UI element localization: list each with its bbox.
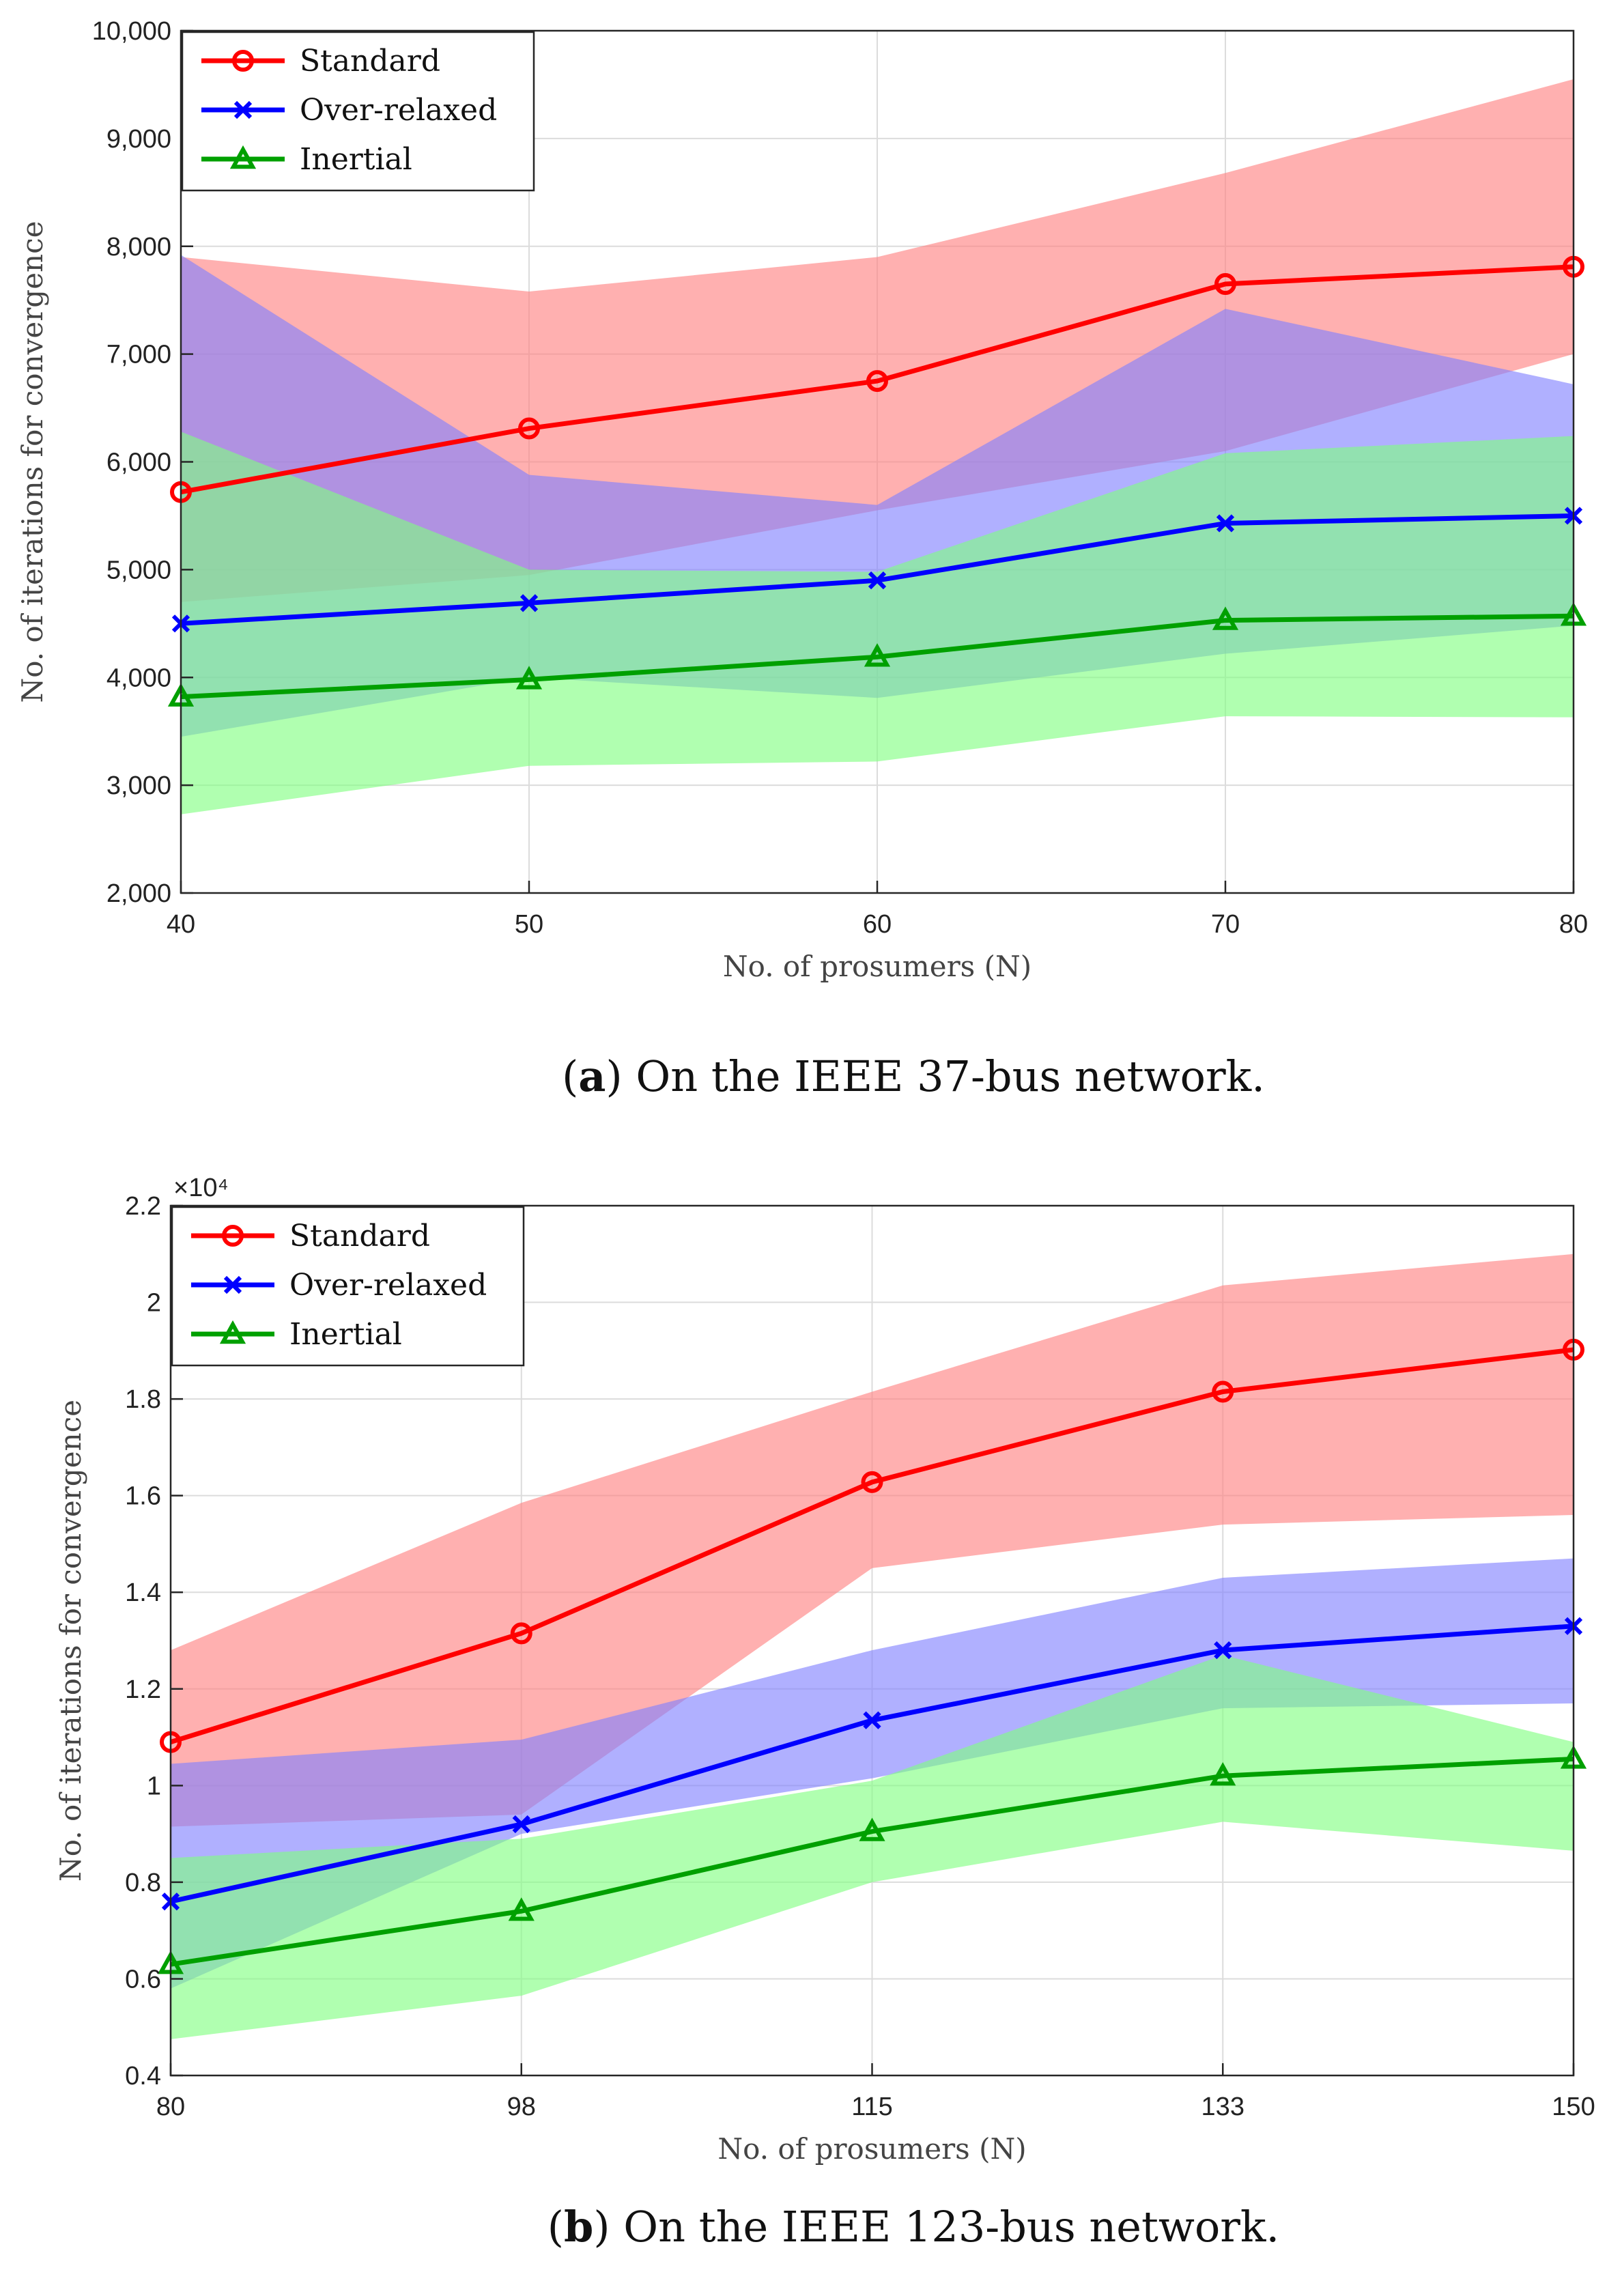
y-tick-label: 1.2 <box>125 1675 161 1704</box>
y-tick-label: 4,000 <box>106 664 171 692</box>
data-point-over-relaxed <box>863 1711 881 1729</box>
data-point-standard <box>861 1471 883 1493</box>
y-tick-label: 3,000 <box>106 771 171 800</box>
series-line-inertial <box>180 613 1574 700</box>
data-point-standard <box>510 1622 532 1645</box>
legend-marker-over-relaxed <box>233 100 253 119</box>
x-axis-label: No. of prosumers (N) <box>717 2132 1026 2166</box>
chart-b: 80 98 115 133 150 0.4 0.6 0.8 1 1.2 1.4 1.6 1.8 2 2.2 ×… <box>54 1174 1595 2166</box>
x-tick-label: 98 <box>507 2093 536 2121</box>
data-point-inertial <box>859 1817 885 1841</box>
caption-b-text: On the IEEE 123-bus network. <box>623 2202 1280 2252</box>
data-point-over-relaxed <box>1216 514 1235 533</box>
legend-label-over-relaxed: Over-relaxed <box>289 1268 487 1303</box>
data-point-inertial <box>1212 606 1239 630</box>
legend-marker-standard <box>232 50 254 72</box>
y-tick-label: 2 <box>147 1289 161 1318</box>
y-tick-label: 7,000 <box>106 341 171 369</box>
legend-marker-standard <box>222 1225 244 1247</box>
legend-label-inertial: Inertial <box>300 142 412 177</box>
y-tick-label: 2,000 <box>106 879 171 908</box>
y-tick-label: 2.2 <box>125 1192 161 1221</box>
data-point-standard <box>1212 1380 1234 1403</box>
data-point-inertial <box>864 643 891 667</box>
series-line-inertial <box>170 1756 1574 1967</box>
data-point-standard <box>866 370 888 393</box>
caption-a: (a) On the IEEE 37-bus network. <box>562 1051 1265 1101</box>
y-tick-label: 1.6 <box>125 1482 161 1511</box>
data-point-standard <box>518 417 540 440</box>
y-axis-label: No. of iterations for convergence <box>54 1400 87 1882</box>
x-tick-label: 70 <box>1211 910 1240 939</box>
y-tick-label: 8,000 <box>106 233 171 261</box>
series-line-standard <box>169 1347 1574 1744</box>
y-tick-label: 1.4 <box>125 1578 161 1607</box>
caption-a-letter: a <box>578 1051 606 1101</box>
y-tick-label: 0.4 <box>125 2062 161 2091</box>
x-tick-label: 80 <box>156 2093 185 2121</box>
caption-b-letter: b <box>563 2202 594 2252</box>
chart-a: 40 50 60 70 80 2,000 3,000 4,000 5,000 6,000 7,000… <box>16 17 1588 983</box>
x-tick-label: 115 <box>851 2093 893 2121</box>
data-point-inertial <box>1210 1762 1236 1786</box>
y-tick-label: 1.8 <box>125 1385 161 1414</box>
legend-label-inertial: Inertial <box>289 1317 402 1352</box>
legend-label-standard: Standard <box>289 1219 430 1253</box>
data-point-over-relaxed <box>520 594 539 612</box>
y-tick-label: 10,000 <box>92 17 171 46</box>
x-tick-label: 80 <box>1559 910 1588 939</box>
band-inertial <box>171 1655 1574 2039</box>
x-tick-label: 40 <box>167 910 195 939</box>
data-point-inertial <box>515 666 543 690</box>
y-tick-label: 9,000 <box>106 125 171 154</box>
legend-marker-over-relaxed <box>223 1275 242 1294</box>
x-axis-label: No. of prosumers (N) <box>723 950 1031 983</box>
data-point-standard <box>1214 273 1236 296</box>
series-line-standard <box>180 264 1574 495</box>
band-standard <box>171 1253 1574 1827</box>
data-point-inertial <box>508 1897 535 1921</box>
data-point-over-relaxed <box>512 1815 530 1834</box>
x-tick-label: 133 <box>1201 2093 1244 2121</box>
y-axis-label: No. of iterations for convergence <box>16 221 49 703</box>
y-tick-label: 0.6 <box>125 1965 161 1994</box>
x-tick-label: 150 <box>1552 2093 1595 2121</box>
data-point-over-relaxed <box>1214 1641 1232 1660</box>
x-tick-label: 50 <box>515 910 543 939</box>
legend-label-standard: Standard <box>300 44 440 79</box>
x-tick-label: 60 <box>863 910 892 939</box>
legend-label-over-relaxed: Over-relaxed <box>300 93 497 128</box>
band-standard <box>181 79 1574 602</box>
legend-marker-inertial <box>229 145 257 169</box>
band-inertial <box>181 431 1574 814</box>
y-tick-label: 0.8 <box>125 1869 161 1897</box>
caption-b: (b) On the IEEE 123-bus network. <box>547 2202 1280 2252</box>
legend-marker-inertial <box>219 1320 246 1344</box>
y-tick-label: 1 <box>147 1772 161 1800</box>
y-multiplier: ×10⁴ <box>173 1174 229 1202</box>
data-point-over-relaxed <box>868 571 887 590</box>
y-tick-label: 5,000 <box>106 556 171 584</box>
caption-a-text: On the IEEE 37-bus network. <box>636 1051 1265 1101</box>
y-tick-label: 6,000 <box>106 449 171 477</box>
